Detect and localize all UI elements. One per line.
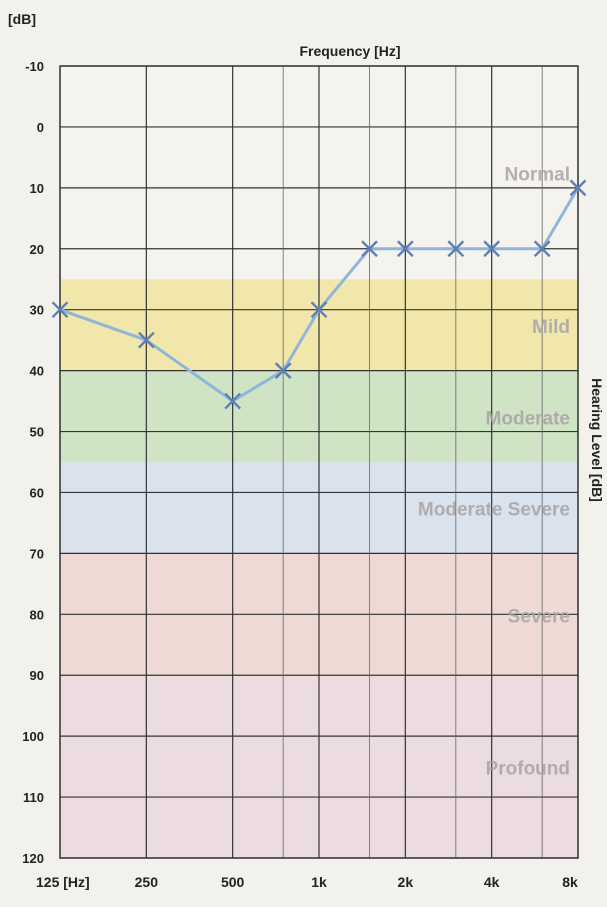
band-label-normal: Normal <box>505 165 570 186</box>
marker-stroke-b <box>224 392 242 410</box>
data-point-750hz <box>274 362 292 379</box>
marker-stroke-b <box>447 240 465 258</box>
y-tick-label-70: 70 <box>30 546 44 561</box>
y-tick-label-50: 50 <box>30 425 44 440</box>
x-tick-label-250: 250 <box>135 874 159 890</box>
x-tick-label-2000: 2k <box>398 874 414 890</box>
y-unit-label: [dB] <box>8 11 36 27</box>
data-point-4000hz <box>483 240 501 258</box>
marker-stroke-b <box>51 301 69 319</box>
series-markers <box>51 179 587 410</box>
x-tick-label-125: 125 [Hz] <box>36 874 90 890</box>
y-tick-label-90: 90 <box>30 668 44 683</box>
chart-title: Frequency [Hz] <box>299 43 400 59</box>
band-label-severe: Severe <box>508 606 570 627</box>
band-label-moderate: Moderate <box>486 408 570 429</box>
marker-stroke-b <box>533 240 551 258</box>
data-point-8000hz <box>569 179 587 197</box>
x-tick-label-8000: 8k <box>562 874 578 890</box>
y-tick-label-30: 30 <box>30 303 44 318</box>
data-point-500hz <box>224 392 242 410</box>
data-point-3000hz <box>447 240 465 258</box>
y-tick-label-80: 80 <box>30 607 44 622</box>
band-label-profound: Profound <box>486 759 570 780</box>
x-tick-label-1000: 1k <box>311 874 327 890</box>
data-point-1000hz <box>310 301 328 319</box>
y-tick-label-0: 0 <box>37 120 44 135</box>
y-tick-label--10: -10 <box>25 59 44 74</box>
plot-border <box>59 65 579 859</box>
x-tick-label-4000: 4k <box>484 874 500 890</box>
x-tick-label-500: 500 <box>221 874 245 890</box>
band-label-moderate-severe: Moderate Severe <box>418 500 570 521</box>
marker-stroke-b <box>274 362 292 379</box>
band-labels: Normal Mild Moderate Moderate Severe Severe P… <box>418 165 570 780</box>
data-point-2000hz <box>396 240 414 258</box>
y-tick-label-110: 110 <box>23 790 44 805</box>
data-point-1500hz <box>361 240 378 258</box>
marker-stroke-b <box>483 240 501 258</box>
data-point-125hz <box>51 301 69 319</box>
y-tick-label-40: 40 <box>30 364 44 379</box>
marker-stroke-b <box>137 331 155 349</box>
marker-stroke-b <box>396 240 414 258</box>
data-point-250hz <box>137 331 155 349</box>
y-tick-label-10: 10 <box>30 181 44 196</box>
y-tick-label-20: 20 <box>30 242 44 257</box>
y-tick-label-60: 60 <box>30 485 44 500</box>
band-label-mild: Mild <box>532 317 570 338</box>
data-point-6000hz <box>533 240 551 258</box>
y-tick-label-100: 100 <box>22 729 44 744</box>
axis-labels: -10 0 10 20 30 40 50 60 70 80 90 100 110 120 125 [Hz] 2… <box>22 59 578 890</box>
marker-stroke-b <box>569 179 587 197</box>
y-tick-label-120: 120 <box>22 851 44 866</box>
marker-stroke-b <box>310 301 328 319</box>
y-axis-title: Hearing Level [dB] <box>589 378 605 502</box>
marker-stroke-b <box>361 240 378 258</box>
grid <box>59 65 579 859</box>
